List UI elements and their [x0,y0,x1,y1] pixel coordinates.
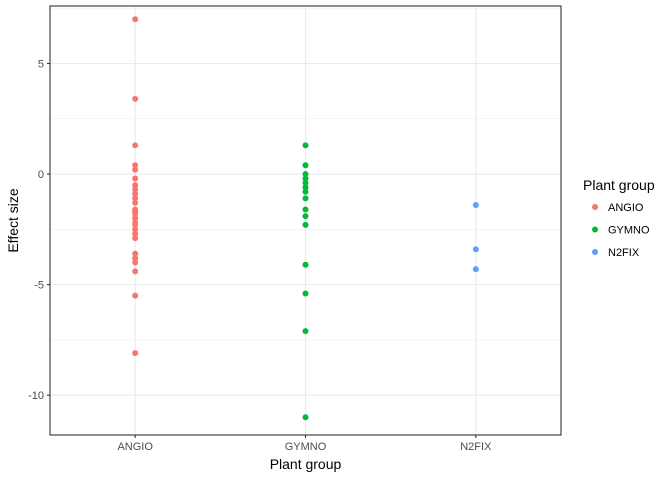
data-point [472,246,479,253]
axes: 5 0 -5 -10 ANGIO GYMNO N2FIX [28,58,492,453]
legend-label: N2FIX [608,247,640,259]
data-point [132,292,139,299]
x-tick-label: ANGIO [117,441,153,453]
data-point [132,166,139,173]
legend-label: GYMNO [608,225,650,237]
data-point [302,414,309,421]
data-point [302,221,309,228]
legend: ANGIO GYMNO N2FIX [592,202,650,259]
y-tick-label: -5 [34,280,44,292]
data-point [302,188,309,195]
data-point [302,213,309,220]
data-point [302,206,309,213]
grid [50,6,561,435]
data-point [302,162,309,169]
data-points [132,16,479,421]
data-point [132,182,139,189]
legend-title: Plant group [583,177,655,193]
data-point [302,142,309,149]
data-point [132,230,139,237]
data-point [132,186,139,193]
legend-swatch [592,226,598,233]
data-point [472,202,479,209]
data-point [132,226,139,233]
data-point [132,95,139,102]
data-point [132,268,139,275]
data-point [302,171,309,178]
y-axis-title: Effect size [5,188,21,253]
data-point [132,175,139,182]
data-point [132,195,139,202]
data-point [132,221,139,228]
data-point [132,190,139,197]
data-point [302,195,309,202]
data-point [132,259,139,266]
data-point [132,350,139,357]
data-point [302,184,309,191]
legend-label: ANGIO [608,202,644,214]
data-point [132,210,139,217]
x-tick-label: GYMNO [285,441,327,453]
data-point [132,235,139,242]
data-point [132,250,139,257]
x-tick-label: N2FIX [460,441,492,453]
data-point [302,179,309,186]
data-point [472,266,479,273]
data-point [302,290,309,297]
data-point [302,261,309,268]
data-point [132,199,139,206]
legend-swatch [592,249,598,255]
data-point [132,162,139,169]
y-tick-label: -10 [28,390,44,402]
data-point [132,16,139,23]
data-point [132,215,139,222]
data-point [302,175,309,182]
data-point [132,255,139,262]
legend-swatch [592,204,598,210]
y-tick-label: 0 [38,169,44,181]
data-point [302,328,309,335]
y-tick-label: 5 [38,58,44,70]
x-axis-title: Plant group [270,456,342,472]
data-point [132,142,139,149]
